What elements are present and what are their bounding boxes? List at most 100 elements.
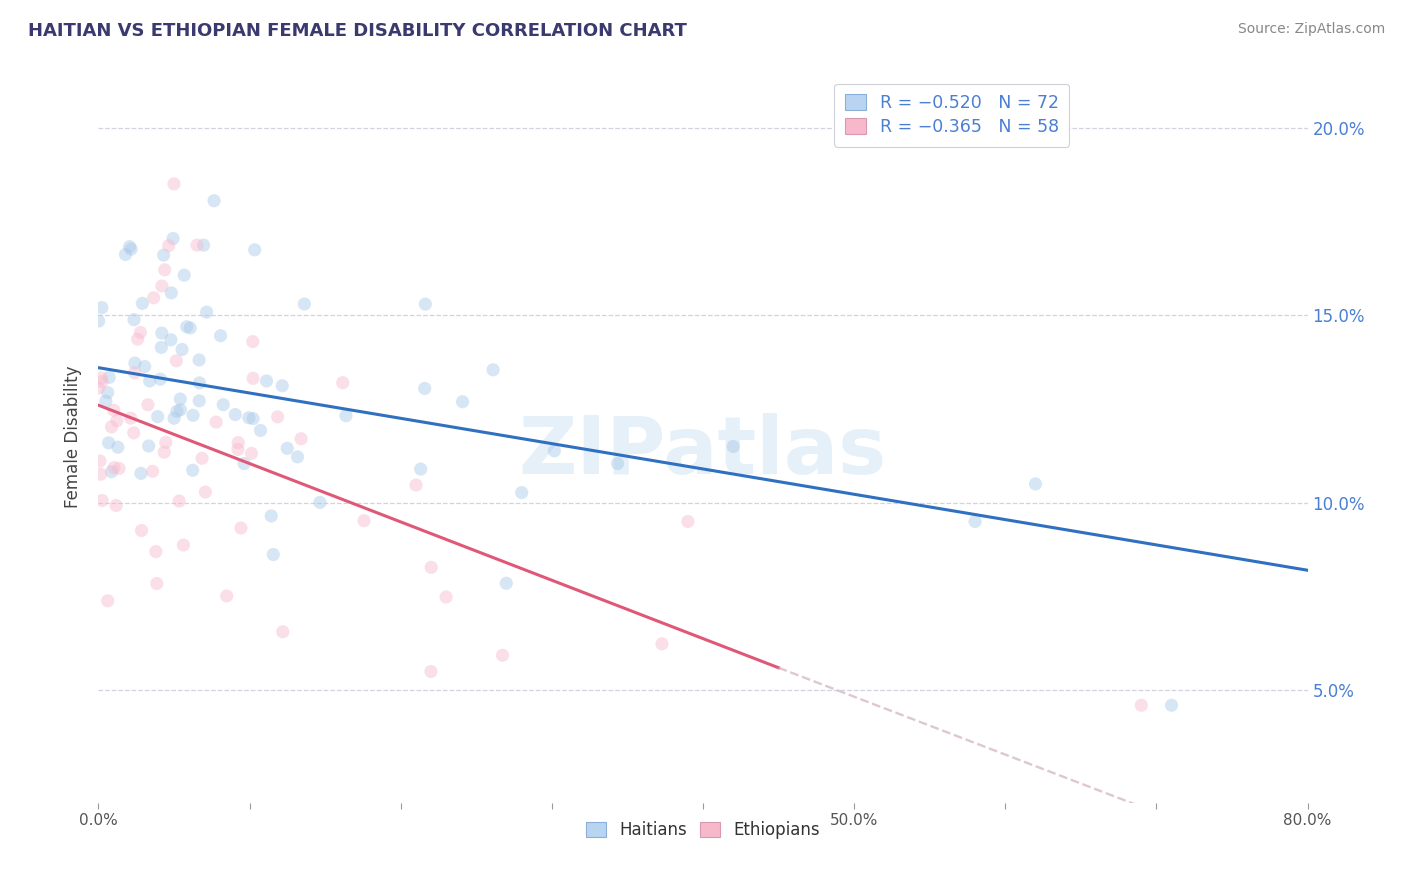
Point: [150, 279, 173, 293]
Point: [157, 238, 180, 252]
Point: [138, 374, 160, 388]
Point: [122, 312, 145, 326]
Point: [195, 305, 218, 319]
Point: [103, 403, 125, 417]
Point: [165, 354, 187, 368]
Point: [129, 467, 152, 481]
Point: [146, 576, 169, 591]
Point: [420, 560, 443, 574]
Point: [150, 340, 173, 354]
Point: [91, 493, 114, 508]
Point: [392, 803, 415, 817]
Point: [118, 240, 141, 254]
Point: [103, 460, 125, 475]
Point: [271, 378, 294, 392]
Point: [149, 372, 172, 386]
Point: [1024, 477, 1046, 491]
Point: [150, 326, 173, 340]
Point: [226, 442, 249, 457]
Point: [353, 514, 375, 528]
Point: [142, 464, 165, 478]
Point: [188, 393, 211, 408]
Point: [193, 238, 215, 252]
Text: ZIPatlas: ZIPatlas: [519, 413, 887, 491]
Y-axis label: Female Disability: Female Disability: [65, 366, 83, 508]
Point: [238, 410, 260, 425]
Point: [145, 544, 167, 558]
Point: [127, 332, 149, 346]
Point: [676, 515, 699, 529]
Point: [491, 648, 513, 663]
Point: [105, 414, 128, 428]
Point: [543, 443, 565, 458]
Point: [260, 508, 283, 523]
Point: [495, 576, 517, 591]
Point: [240, 446, 263, 460]
Point: [90, 467, 112, 482]
Point: [188, 376, 211, 390]
Point: [482, 363, 505, 377]
Point: [242, 371, 264, 385]
Point: [136, 398, 159, 412]
Point: [131, 296, 153, 310]
Point: [181, 409, 204, 423]
Point: [212, 398, 235, 412]
Point: [100, 420, 122, 434]
Point: [233, 457, 256, 471]
Point: [256, 374, 278, 388]
Point: [138, 439, 160, 453]
Point: [153, 262, 176, 277]
Point: [451, 394, 474, 409]
Point: [290, 432, 312, 446]
Point: [287, 450, 309, 464]
Point: [335, 409, 357, 423]
Point: [167, 494, 190, 508]
Point: [146, 409, 169, 424]
Point: [415, 297, 437, 311]
Point: [434, 590, 457, 604]
Point: [90, 371, 112, 385]
Point: [209, 328, 232, 343]
Point: [124, 366, 146, 380]
Point: [606, 457, 628, 471]
Text: HAITIAN VS ETHIOPIAN FEMALE DISABILITY CORRELATION CHART: HAITIAN VS ETHIOPIAN FEMALE DISABILITY C…: [28, 22, 688, 40]
Point: [155, 435, 177, 450]
Point: [188, 353, 211, 368]
Point: [226, 435, 249, 450]
Point: [249, 424, 271, 438]
Point: [169, 402, 191, 417]
Point: [271, 624, 294, 639]
Point: [170, 343, 193, 357]
Point: [309, 495, 332, 509]
Legend: Haitians, Ethiopians: Haitians, Ethiopians: [579, 814, 827, 846]
Point: [129, 326, 152, 340]
Point: [114, 247, 136, 261]
Point: [91, 375, 114, 389]
Point: [124, 356, 146, 370]
Point: [131, 524, 153, 538]
Point: [202, 194, 225, 208]
Point: [181, 463, 204, 477]
Point: [97, 594, 120, 608]
Point: [413, 381, 436, 395]
Point: [262, 548, 284, 562]
Point: [243, 243, 266, 257]
Point: [94, 394, 117, 409]
Text: Source: ZipAtlas.com: Source: ZipAtlas.com: [1237, 22, 1385, 37]
Point: [224, 408, 246, 422]
Point: [142, 291, 165, 305]
Point: [242, 411, 264, 425]
Point: [122, 425, 145, 440]
Point: [160, 333, 183, 347]
Point: [723, 440, 745, 454]
Point: [194, 485, 217, 500]
Point: [172, 538, 194, 552]
Point: [420, 665, 443, 679]
Point: [266, 409, 288, 424]
Point: [160, 285, 183, 300]
Point: [169, 392, 191, 406]
Point: [1160, 698, 1182, 713]
Point: [97, 435, 120, 450]
Point: [120, 411, 142, 425]
Point: [205, 415, 228, 429]
